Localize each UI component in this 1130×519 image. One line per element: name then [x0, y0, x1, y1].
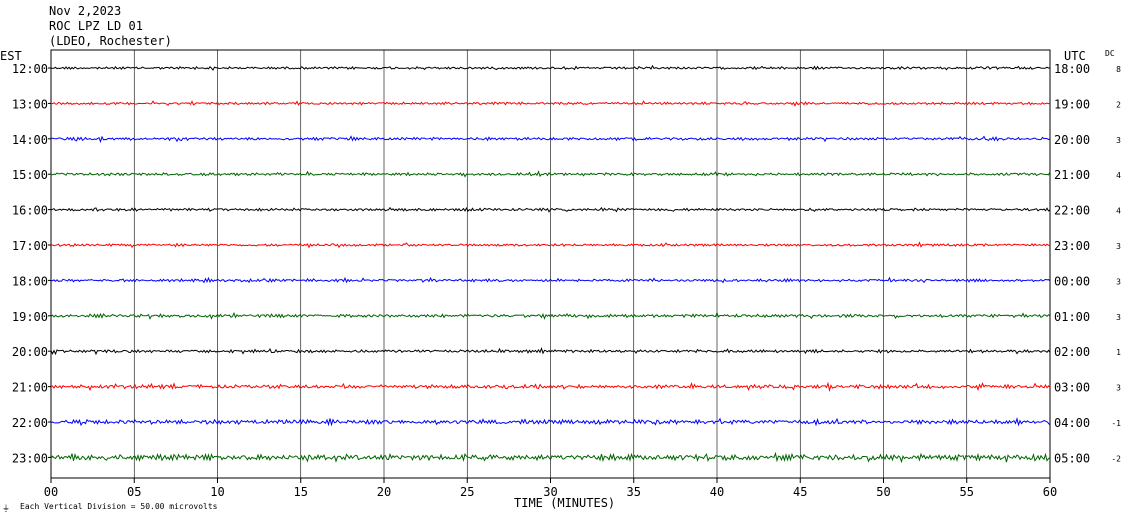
- utc-hour-label: 05:00: [1054, 451, 1090, 465]
- est-hour-label: 21:00: [12, 381, 48, 395]
- x-tick-label: 45: [793, 485, 807, 499]
- utc-hour-label: 19:00: [1054, 97, 1090, 111]
- seismic-trace: [50, 276, 1051, 284]
- dc-value: -2: [1111, 454, 1121, 463]
- dc-value: 4: [1116, 207, 1121, 216]
- seismic-trace: [50, 135, 1051, 144]
- utc-hour-label: 04:00: [1054, 416, 1090, 430]
- est-hour-label: 17:00: [12, 239, 48, 253]
- est-hour-label: 18:00: [12, 274, 48, 288]
- footer-mark: ⏚: [2, 504, 10, 513]
- seismic-trace: [50, 241, 1051, 249]
- plot-frame: [50, 49, 1051, 479]
- x-tick-label: 50: [876, 485, 890, 499]
- dc-value: 3: [1116, 384, 1121, 393]
- est-axis-title: EST: [0, 49, 22, 63]
- dc-value: 8: [1116, 65, 1121, 74]
- dc-column-title: DC: [1105, 49, 1115, 58]
- utc-hour-label: 00:00: [1054, 274, 1090, 288]
- est-hour-label: 16:00: [12, 204, 48, 218]
- utc-hour-label: 01:00: [1054, 310, 1090, 324]
- dc-value: 2: [1116, 100, 1121, 109]
- seismic-trace: [50, 170, 1051, 178]
- dc-value: 3: [1116, 277, 1121, 286]
- dc-value: 3: [1116, 313, 1121, 322]
- utc-hour-label: 22:00: [1054, 204, 1090, 218]
- vertical-gridlines: [50, 50, 1051, 483]
- seismic-trace: [50, 381, 1051, 393]
- seismic-trace: [50, 416, 1051, 427]
- est-hour-label: 22:00: [12, 416, 48, 430]
- dc-value: 1: [1116, 348, 1121, 357]
- utc-hour-label: 02:00: [1054, 345, 1090, 359]
- x-tick-label: 60: [1043, 485, 1057, 499]
- traces: [50, 64, 1051, 464]
- x-tick-label: 00: [44, 485, 58, 499]
- x-axis-label: TIME (MINUTES): [514, 496, 615, 510]
- dc-value: 3: [1116, 136, 1121, 145]
- x-tick-label: 40: [710, 485, 724, 499]
- utc-hour-label: 03:00: [1054, 381, 1090, 395]
- x-tick-label: 10: [210, 485, 224, 499]
- x-tick-label: 55: [960, 485, 974, 499]
- footer-note: Each Vertical Division = 50.00 microvolt…: [20, 502, 218, 511]
- x-tick-label: 20: [377, 485, 391, 499]
- dc-value: -1: [1111, 419, 1121, 428]
- x-tick-label: 25: [460, 485, 474, 499]
- est-hour-label: 20:00: [12, 345, 48, 359]
- seismic-trace: [50, 347, 1051, 356]
- chart-date: Nov 2,2023: [49, 4, 122, 18]
- seismic-trace: [50, 64, 1051, 71]
- x-tick-label: 15: [294, 485, 308, 499]
- seismic-trace: [50, 100, 1051, 107]
- x-tick-label: 35: [627, 485, 641, 499]
- utc-hour-label: 20:00: [1054, 133, 1090, 147]
- est-hour-label: 14:00: [12, 133, 48, 147]
- est-hour-label: 13:00: [12, 97, 48, 111]
- dc-value: 3: [1116, 242, 1121, 251]
- est-hour-label: 19:00: [12, 310, 48, 324]
- x-tick-label: 30: [543, 485, 557, 499]
- est-hour-label: 15:00: [12, 168, 48, 182]
- utc-hour-label: 23:00: [1054, 239, 1090, 253]
- seismic-trace: [50, 311, 1051, 320]
- est-hour-label: 23:00: [12, 451, 48, 465]
- utc-hour-label: 18:00: [1054, 62, 1090, 76]
- chart-network: (LDEO, Rochester): [49, 34, 172, 48]
- chart-station: ROC LPZ LD 01: [49, 19, 143, 33]
- utc-axis-title: UTC: [1064, 49, 1086, 63]
- chart-header: Nov 2,2023 ROC LPZ LD 01 (LDEO, Rocheste…: [49, 4, 172, 49]
- dc-value: 4: [1116, 171, 1121, 180]
- seismic-trace: [50, 451, 1051, 464]
- est-hour-label: 12:00: [12, 62, 48, 76]
- x-tick-label: 05: [127, 485, 141, 499]
- utc-hour-label: 21:00: [1054, 168, 1090, 182]
- seismic-trace: [50, 206, 1051, 213]
